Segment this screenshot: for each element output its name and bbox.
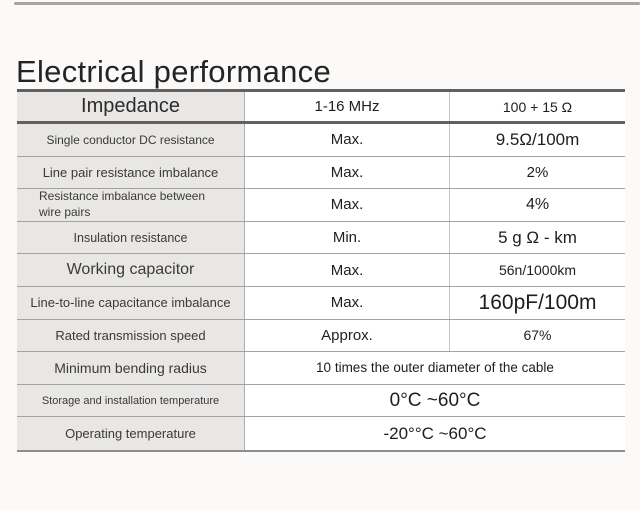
table-row: Working capacitor Max. 56n/1000km bbox=[17, 254, 625, 287]
header-condition: 1-16 MHz bbox=[245, 92, 450, 121]
top-divider-rule bbox=[14, 2, 640, 5]
row-label: Operating temperature bbox=[17, 417, 245, 450]
row-value: -20°°C ~60°C bbox=[383, 423, 487, 443]
row-value: 67% bbox=[523, 327, 552, 344]
row-condition: Max. bbox=[245, 124, 450, 156]
row-condition: Approx. bbox=[245, 319, 450, 352]
electrical-performance-table: Impedance 1-16 MHz 100 + 15 Ω Single con… bbox=[17, 89, 625, 452]
row-label: Storage and installation temperature bbox=[17, 384, 245, 417]
table-row: Insulation resistance Min. 5 g Ω - km bbox=[17, 221, 625, 255]
row-value: 56n/1000km bbox=[498, 262, 577, 279]
header-value: 100 + 15 Ω bbox=[502, 98, 573, 115]
row-value: 5 g Ω - km bbox=[498, 227, 577, 247]
table-row: Line-to-line capacitance imbalance Max. … bbox=[17, 286, 625, 320]
row-value: 0°C ~60°C bbox=[389, 389, 481, 411]
row-condition: Max. bbox=[245, 286, 450, 319]
table-row-merged: Minimum bending radius 10 times the oute… bbox=[17, 352, 625, 385]
row-label: Line-to-line capacitance imbalance bbox=[17, 286, 245, 319]
table-header-row: Impedance 1-16 MHz 100 + 15 Ω bbox=[17, 92, 625, 124]
page-title: Electrical performance bbox=[16, 53, 331, 89]
row-label: Rated transmission speed bbox=[17, 319, 245, 352]
row-label: Working capacitor bbox=[17, 254, 245, 286]
table-row: Single conductor DC resistance Max. 9.5Ω… bbox=[17, 124, 625, 157]
row-condition: Max. bbox=[245, 156, 450, 189]
row-condition: Min. bbox=[245, 221, 450, 254]
row-condition: Max. bbox=[245, 189, 450, 221]
row-label: Single conductor DC resistance bbox=[17, 124, 245, 156]
row-label: Resistance imbalance between wire pairs bbox=[17, 189, 245, 221]
row-value: 2% bbox=[526, 163, 549, 181]
table-row: Rated transmission speed Approx. 67% bbox=[17, 319, 625, 353]
row-label: Insulation resistance bbox=[17, 221, 245, 254]
row-value: 4% bbox=[525, 195, 550, 213]
row-value: 160pF/100m bbox=[478, 290, 597, 314]
row-condition: Max. bbox=[245, 254, 450, 286]
table-row: Line pair resistance imbalance Max. 2% bbox=[17, 156, 625, 190]
row-label: Minimum bending radius bbox=[17, 352, 245, 384]
row-value: 9.5Ω/100m bbox=[495, 129, 580, 149]
row-label: Line pair resistance imbalance bbox=[17, 156, 245, 189]
row-value: 10 times the outer diameter of the cable bbox=[316, 360, 554, 376]
header-parameter-label: Impedance bbox=[17, 92, 245, 121]
table-row: Resistance imbalance between wire pairs … bbox=[17, 189, 625, 222]
table-row-merged: Operating temperature -20°°C ~60°C bbox=[17, 417, 625, 450]
table-row-merged: Storage and installation temperature 0°C… bbox=[17, 384, 625, 418]
